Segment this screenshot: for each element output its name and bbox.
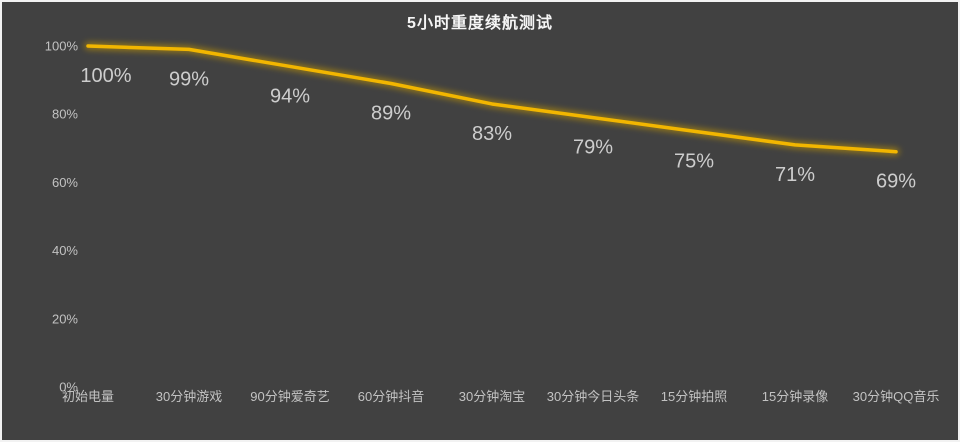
x-category-label: 30分钟游戏 (156, 389, 222, 404)
battery-line-series (84, 42, 900, 156)
y-tick-label: 20% (52, 311, 78, 326)
y-tick-label: 80% (52, 107, 78, 122)
data-point-label: 79% (573, 137, 613, 159)
y-tick-label: 40% (52, 243, 78, 258)
data-point-label: 89% (371, 103, 411, 125)
data-point-label: 69% (876, 171, 916, 193)
battery-line (86, 44, 898, 154)
y-axis-tick-labels: 0% 20% 40% 60% 80% 100% (45, 39, 79, 395)
x-category-label: 30分钟淘宝 (459, 389, 525, 404)
data-point-label: 94% (270, 85, 310, 107)
x-category-label: 60分钟抖音 (358, 389, 424, 404)
y-tick-label: 0% (59, 380, 78, 395)
x-category-label: 15分钟录像 (762, 389, 828, 404)
data-point-label: 71% (775, 164, 815, 186)
x-category-label: 30分钟QQ音乐 (853, 389, 940, 404)
chart-title: 5小时重度续航测试 (407, 15, 553, 32)
x-category-label: 30分钟今日头条 (547, 389, 639, 404)
x-category-label: 15分钟拍照 (661, 389, 727, 404)
data-point-labels: 100% 99% 94% 89% 83% 79% 75% 71% 69% (80, 65, 916, 193)
data-point-label: 83% (472, 123, 512, 145)
y-tick-label: 100% (45, 39, 79, 54)
data-point-label: 75% (674, 150, 714, 172)
x-axis-category-labels: 初始电量 30分钟游戏 90分钟爱奇艺 60分钟抖音 30分钟淘宝 30分钟今日头条 15分… (62, 389, 939, 404)
data-point-label: 99% (169, 68, 209, 90)
data-point-label: 100% (80, 65, 131, 87)
y-tick-label: 60% (52, 175, 78, 190)
x-category-label: 90分钟爱奇艺 (250, 389, 329, 404)
x-category-label: 初始电量 (62, 389, 114, 404)
